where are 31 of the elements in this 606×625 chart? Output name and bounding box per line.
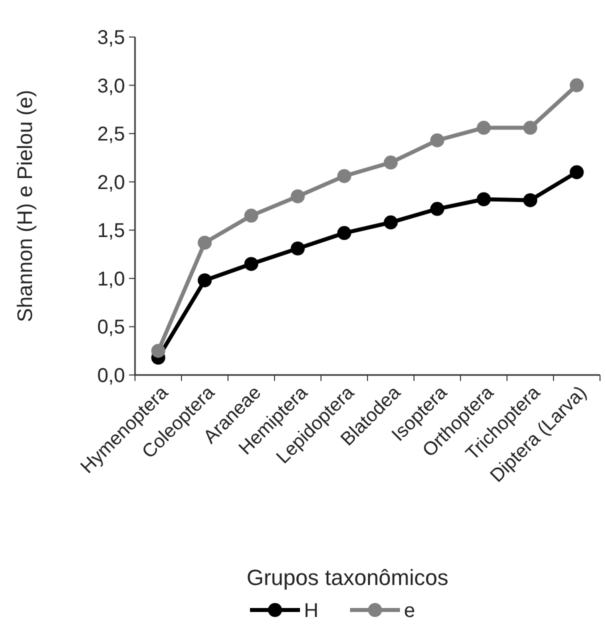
point xyxy=(244,256,258,271)
point xyxy=(290,241,305,256)
y-tick-label: 3,0 xyxy=(97,75,125,98)
point xyxy=(570,165,584,180)
legend-label: H xyxy=(304,600,318,622)
point xyxy=(244,208,258,223)
point xyxy=(476,192,491,206)
point xyxy=(198,236,212,250)
point xyxy=(476,120,491,135)
point xyxy=(430,202,444,216)
point xyxy=(384,215,398,230)
y-tick-label: 1,5 xyxy=(97,220,125,242)
point xyxy=(151,344,166,358)
point xyxy=(337,226,352,240)
point xyxy=(570,78,584,92)
point xyxy=(523,120,538,135)
point xyxy=(290,189,305,204)
point xyxy=(523,193,538,208)
x-axis-title: Grupos taxonômicos xyxy=(246,565,448,590)
y-tick-label: 2,0 xyxy=(97,172,125,194)
y-tick-label: 2,5 xyxy=(97,124,125,146)
legend-label: e xyxy=(404,600,416,622)
point xyxy=(430,133,444,148)
y-axis-title: Shannon (H) e Pielou (e) xyxy=(14,90,37,322)
point xyxy=(337,169,352,184)
y-tick-label: 0,0 xyxy=(97,365,125,387)
point xyxy=(384,156,398,170)
point xyxy=(198,273,212,288)
y-tick-label: 1,0 xyxy=(97,268,125,290)
y-tick-label: 3,5 xyxy=(97,27,125,49)
y-tick-label: 0,5 xyxy=(97,316,125,339)
